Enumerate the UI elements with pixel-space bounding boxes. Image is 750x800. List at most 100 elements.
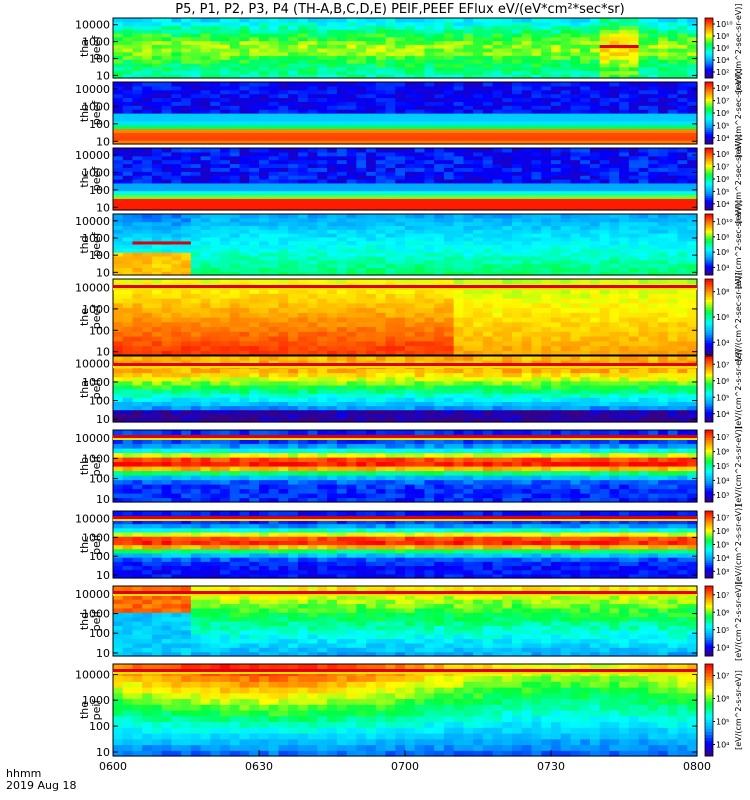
heatmap-cell bbox=[336, 331, 348, 337]
heatmap-cell bbox=[502, 244, 513, 249]
heatmap-cell bbox=[210, 59, 221, 64]
heatmap-cell bbox=[307, 63, 318, 68]
heatmap-cell bbox=[142, 317, 153, 323]
heatmap-cell bbox=[171, 186, 182, 192]
heatmap-cell bbox=[151, 259, 163, 265]
heatmap-cell bbox=[278, 326, 289, 332]
heatmap-cell bbox=[327, 202, 338, 207]
heatmap-cell bbox=[278, 229, 289, 234]
heatmap-cell bbox=[151, 21, 163, 27]
heatmap-cell bbox=[346, 271, 357, 276]
heatmap-cell bbox=[405, 279, 416, 285]
heatmap-cell bbox=[288, 302, 299, 309]
heatmap-cell bbox=[541, 236, 552, 242]
heatmap-cell bbox=[512, 336, 523, 342]
heatmap-cell bbox=[638, 51, 649, 57]
heatmap-cell bbox=[171, 36, 182, 42]
heatmap-cell bbox=[589, 244, 601, 249]
heatmap-cell bbox=[132, 116, 143, 122]
heatmap-cell bbox=[171, 93, 182, 99]
heatmap-cell bbox=[638, 255, 649, 261]
heatmap-cell bbox=[229, 340, 241, 347]
heatmap-cell bbox=[171, 233, 182, 238]
heatmap-cell bbox=[327, 229, 338, 234]
heatmap-cell bbox=[239, 252, 250, 257]
heatmap-cell bbox=[502, 229, 513, 234]
heatmap-cell bbox=[599, 229, 610, 234]
heatmap-cell bbox=[541, 175, 552, 180]
colorbar-label: [eV/(cm^2-sec-sr-eV)] bbox=[734, 200, 743, 289]
heatmap-cell bbox=[268, 298, 280, 304]
heatmap-cell bbox=[619, 293, 630, 299]
heatmap-cell bbox=[589, 182, 601, 188]
heatmap-cell bbox=[560, 132, 572, 137]
heatmap-cell bbox=[346, 63, 357, 68]
heatmap-cell bbox=[667, 190, 679, 196]
heatmap-cell bbox=[268, 221, 280, 227]
heatmap-cell bbox=[346, 312, 357, 318]
heatmap-cell bbox=[560, 48, 572, 53]
heatmap-cell bbox=[443, 132, 455, 137]
heatmap-cell bbox=[628, 51, 640, 57]
heatmap-cell bbox=[366, 240, 377, 246]
heatmap-cell bbox=[424, 148, 435, 153]
heatmap-cell bbox=[512, 85, 523, 91]
heatmap-cell bbox=[580, 214, 591, 219]
heatmap-cell bbox=[521, 33, 533, 38]
heatmap-cell bbox=[541, 124, 552, 130]
heatmap-cell bbox=[297, 97, 309, 102]
heatmap-cell bbox=[151, 326, 163, 332]
heatmap-cell bbox=[181, 89, 192, 95]
heatmap-cell bbox=[346, 293, 357, 299]
heatmap-cell bbox=[190, 302, 202, 309]
heatmap-cell bbox=[521, 175, 533, 180]
heatmap-cell bbox=[346, 175, 357, 180]
heatmap-cell bbox=[434, 331, 445, 337]
heatmap-cell bbox=[589, 336, 601, 342]
heatmap-cell bbox=[541, 293, 552, 299]
heatmap-cell bbox=[297, 175, 309, 180]
heatmap-cell bbox=[288, 132, 299, 137]
heatmap-cell bbox=[482, 70, 494, 75]
heatmap-cell bbox=[463, 288, 474, 294]
heatmap-cell bbox=[560, 225, 572, 230]
heatmap-cell bbox=[453, 240, 464, 246]
heatmap-cell bbox=[346, 221, 357, 227]
heatmap-cell bbox=[512, 101, 523, 106]
heatmap-cell bbox=[560, 29, 572, 34]
heatmap-cell bbox=[482, 206, 494, 211]
heatmap-cell bbox=[463, 66, 474, 72]
heatmap-cell bbox=[327, 124, 338, 130]
heatmap-cell bbox=[589, 120, 601, 126]
heatmap-cell bbox=[658, 340, 669, 347]
heatmap-cell bbox=[307, 48, 318, 53]
heatmap-cell bbox=[239, 93, 250, 99]
heatmap-cell bbox=[288, 214, 299, 219]
heatmap-cell bbox=[492, 33, 503, 38]
y-axis-label-product: peef bbox=[90, 100, 103, 126]
heatmap-cell bbox=[151, 44, 163, 49]
heatmap-cell bbox=[385, 105, 396, 110]
heatmap-cell bbox=[317, 221, 328, 227]
heatmap-cell bbox=[113, 18, 124, 23]
heatmap-cell bbox=[405, 29, 416, 34]
heatmap-cell bbox=[453, 214, 464, 219]
heatmap-cell bbox=[142, 271, 153, 276]
heatmap-cell bbox=[463, 132, 474, 137]
heatmap-cell bbox=[210, 148, 221, 153]
heatmap-cell bbox=[492, 155, 503, 161]
heatmap-cell bbox=[473, 255, 484, 261]
heatmap-cell bbox=[278, 155, 289, 161]
heatmap-cell bbox=[541, 128, 552, 133]
heatmap-cell bbox=[229, 33, 241, 38]
heatmap-cell bbox=[346, 74, 357, 79]
heatmap-cell bbox=[181, 36, 192, 42]
heatmap-cell bbox=[463, 206, 474, 211]
heatmap-cell bbox=[210, 252, 221, 257]
heatmap-cell bbox=[122, 182, 134, 188]
heatmap-cell bbox=[648, 55, 659, 60]
heatmap-cell bbox=[609, 109, 620, 114]
heatmap-cell bbox=[560, 336, 572, 342]
heatmap-cell bbox=[648, 293, 659, 299]
heatmap-cell bbox=[385, 302, 396, 309]
